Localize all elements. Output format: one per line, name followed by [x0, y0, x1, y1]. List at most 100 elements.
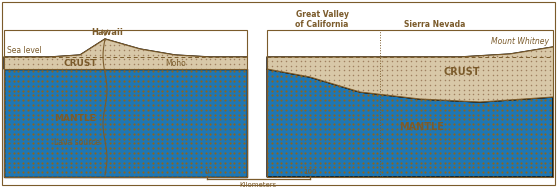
Point: [201, 151, 210, 154]
Point: [330, 128, 339, 131]
Point: [330, 74, 339, 77]
Point: [498, 99, 507, 102]
Point: [120, 147, 129, 150]
Point: [52, 147, 61, 150]
Point: [148, 176, 157, 179]
Point: [407, 93, 416, 96]
Point: [38, 48, 47, 51]
Point: [172, 79, 181, 82]
Point: [192, 89, 201, 92]
Point: [383, 65, 392, 68]
Point: [115, 68, 124, 70]
Point: [301, 59, 310, 62]
Point: [517, 64, 526, 67]
Point: [291, 118, 300, 121]
Point: [262, 137, 271, 140]
Point: [262, 84, 271, 87]
Point: [144, 75, 153, 78]
Point: [363, 93, 372, 96]
Point: [182, 151, 191, 154]
Point: [474, 69, 483, 72]
Point: [291, 98, 300, 101]
Point: [455, 108, 463, 111]
Point: [230, 99, 239, 102]
Point: [325, 156, 334, 159]
Point: [62, 128, 71, 131]
Point: [105, 113, 114, 116]
Point: [206, 123, 215, 126]
Point: [110, 171, 119, 174]
Point: [344, 113, 353, 116]
Point: [4, 113, 13, 116]
Point: [96, 79, 105, 82]
Point: [464, 69, 473, 72]
Point: [19, 166, 28, 169]
Point: [383, 113, 392, 116]
Point: [325, 84, 334, 87]
Point: [206, 89, 215, 92]
Point: [402, 132, 411, 135]
Point: [134, 84, 143, 87]
Point: [277, 84, 286, 87]
Point: [267, 98, 276, 101]
Point: [216, 128, 224, 131]
Point: [416, 128, 425, 131]
Point: [262, 151, 271, 154]
Point: [426, 161, 434, 164]
Point: [378, 64, 387, 67]
Point: [387, 147, 396, 150]
Point: [71, 118, 80, 121]
Point: [344, 171, 353, 174]
Point: [440, 166, 449, 169]
Point: [330, 69, 339, 72]
Point: [402, 45, 411, 48]
Point: [335, 123, 344, 126]
Point: [100, 147, 109, 150]
Point: [507, 93, 516, 96]
Point: [464, 102, 473, 105]
Point: [474, 84, 483, 87]
Point: [28, 44, 37, 47]
Point: [311, 132, 320, 135]
Point: [546, 79, 555, 82]
Point: [76, 39, 85, 42]
Point: [187, 70, 196, 73]
Point: [267, 75, 276, 78]
Point: [201, 147, 210, 150]
Point: [96, 151, 105, 154]
Point: [76, 113, 85, 116]
Point: [163, 171, 172, 174]
Point: [449, 161, 458, 164]
Point: [100, 108, 109, 111]
Point: [474, 113, 483, 116]
Point: [286, 45, 295, 48]
Point: [349, 128, 358, 131]
Point: [368, 118, 377, 121]
Point: [71, 132, 80, 135]
Point: [14, 70, 23, 73]
Point: [33, 171, 42, 174]
Point: [464, 176, 473, 179]
Point: [105, 79, 114, 82]
Point: [286, 65, 295, 68]
Point: [144, 176, 153, 179]
Point: [541, 99, 550, 102]
Point: [368, 74, 377, 77]
Point: [359, 123, 368, 126]
Point: [62, 137, 71, 140]
Point: [91, 84, 100, 87]
Point: [86, 156, 95, 159]
Point: [330, 79, 339, 82]
Point: [62, 53, 71, 56]
Point: [469, 156, 478, 159]
Point: [187, 176, 196, 179]
Point: [291, 83, 300, 86]
Point: [349, 142, 358, 145]
Point: [493, 54, 502, 57]
Point: [282, 147, 291, 150]
Point: [512, 123, 521, 126]
Point: [498, 70, 507, 73]
Point: [455, 166, 463, 169]
Point: [0, 103, 8, 106]
Point: [182, 84, 191, 87]
